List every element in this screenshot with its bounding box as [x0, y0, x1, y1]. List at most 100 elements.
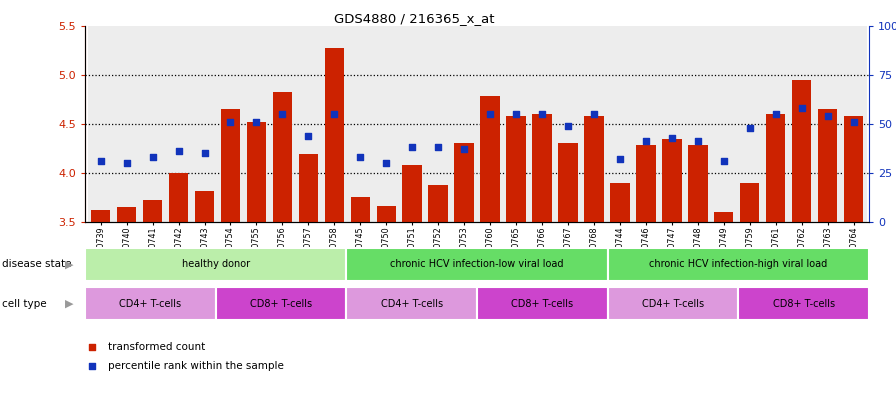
Bar: [454, 143, 474, 222]
Point: [457, 146, 471, 152]
Bar: [168, 173, 188, 222]
Point: [613, 156, 627, 162]
Point: [84, 343, 99, 350]
Bar: [814, 26, 840, 222]
Point: [431, 144, 445, 151]
Bar: [610, 183, 630, 222]
Bar: [581, 26, 607, 222]
Text: ▶: ▶: [65, 259, 73, 269]
Point: [769, 111, 783, 117]
Point: [587, 111, 601, 117]
Point: [223, 119, 237, 125]
Bar: [737, 26, 762, 222]
Point: [249, 119, 263, 125]
Bar: [607, 287, 738, 320]
Bar: [506, 116, 526, 222]
Point: [327, 111, 341, 117]
Bar: [347, 287, 478, 320]
Text: disease state: disease state: [2, 259, 72, 269]
Bar: [91, 210, 110, 222]
Bar: [194, 191, 214, 222]
Text: chronic HCV infection-high viral load: chronic HCV infection-high viral load: [650, 259, 828, 269]
Bar: [607, 26, 633, 222]
Text: CD8+ T-cells: CD8+ T-cells: [772, 299, 835, 309]
Bar: [711, 26, 737, 222]
Bar: [216, 287, 347, 320]
Bar: [844, 116, 863, 222]
Bar: [428, 185, 448, 222]
Text: healthy donor: healthy donor: [182, 259, 250, 269]
Bar: [555, 26, 581, 222]
Bar: [348, 26, 374, 222]
Point: [743, 125, 757, 131]
Bar: [376, 206, 396, 222]
Bar: [633, 26, 659, 222]
Point: [535, 111, 549, 117]
Bar: [347, 248, 607, 281]
Point: [847, 119, 861, 125]
Bar: [374, 26, 400, 222]
Point: [509, 111, 523, 117]
Bar: [662, 139, 682, 222]
Point: [171, 148, 185, 154]
Bar: [246, 122, 266, 222]
Bar: [788, 26, 814, 222]
Bar: [532, 114, 552, 222]
Bar: [426, 26, 452, 222]
Point: [145, 154, 159, 160]
Point: [405, 144, 419, 151]
Bar: [192, 26, 218, 222]
Text: CD4+ T-cells: CD4+ T-cells: [119, 299, 182, 309]
Bar: [529, 26, 555, 222]
Bar: [270, 26, 296, 222]
Bar: [114, 26, 140, 222]
Bar: [88, 26, 114, 222]
Text: CD4+ T-cells: CD4+ T-cells: [381, 299, 443, 309]
Bar: [400, 26, 426, 222]
Bar: [688, 145, 708, 222]
Bar: [272, 92, 292, 222]
Bar: [792, 79, 812, 222]
Bar: [116, 208, 136, 222]
Point: [639, 138, 653, 145]
Bar: [296, 26, 322, 222]
Point: [93, 158, 108, 164]
Point: [561, 123, 575, 129]
Bar: [478, 26, 503, 222]
Point: [353, 154, 367, 160]
Point: [301, 132, 315, 139]
Bar: [142, 200, 162, 222]
Text: GDS4880 / 216365_x_at: GDS4880 / 216365_x_at: [334, 12, 495, 25]
Point: [483, 111, 497, 117]
Bar: [85, 287, 216, 320]
Text: CD4+ T-cells: CD4+ T-cells: [642, 299, 704, 309]
Point: [119, 160, 134, 166]
Text: ▶: ▶: [65, 299, 73, 309]
Bar: [503, 26, 529, 222]
Bar: [218, 26, 244, 222]
Text: percentile rank within the sample: percentile rank within the sample: [108, 362, 283, 371]
Bar: [636, 145, 656, 222]
Point: [795, 105, 809, 111]
Bar: [220, 109, 240, 222]
Point: [379, 160, 393, 166]
Point: [691, 138, 705, 145]
Text: chronic HCV infection-low viral load: chronic HCV infection-low viral load: [391, 259, 564, 269]
Bar: [659, 26, 685, 222]
Bar: [714, 212, 734, 222]
Bar: [478, 287, 607, 320]
Text: CD8+ T-cells: CD8+ T-cells: [250, 299, 312, 309]
Bar: [558, 143, 578, 222]
Bar: [480, 96, 500, 222]
Bar: [140, 26, 166, 222]
Bar: [762, 26, 788, 222]
Bar: [85, 248, 347, 281]
Point: [665, 134, 679, 141]
Text: CD8+ T-cells: CD8+ T-cells: [512, 299, 573, 309]
Bar: [322, 26, 348, 222]
Bar: [166, 26, 192, 222]
Bar: [298, 154, 318, 222]
Bar: [738, 287, 869, 320]
Text: transformed count: transformed count: [108, 342, 205, 352]
Text: cell type: cell type: [2, 299, 47, 309]
